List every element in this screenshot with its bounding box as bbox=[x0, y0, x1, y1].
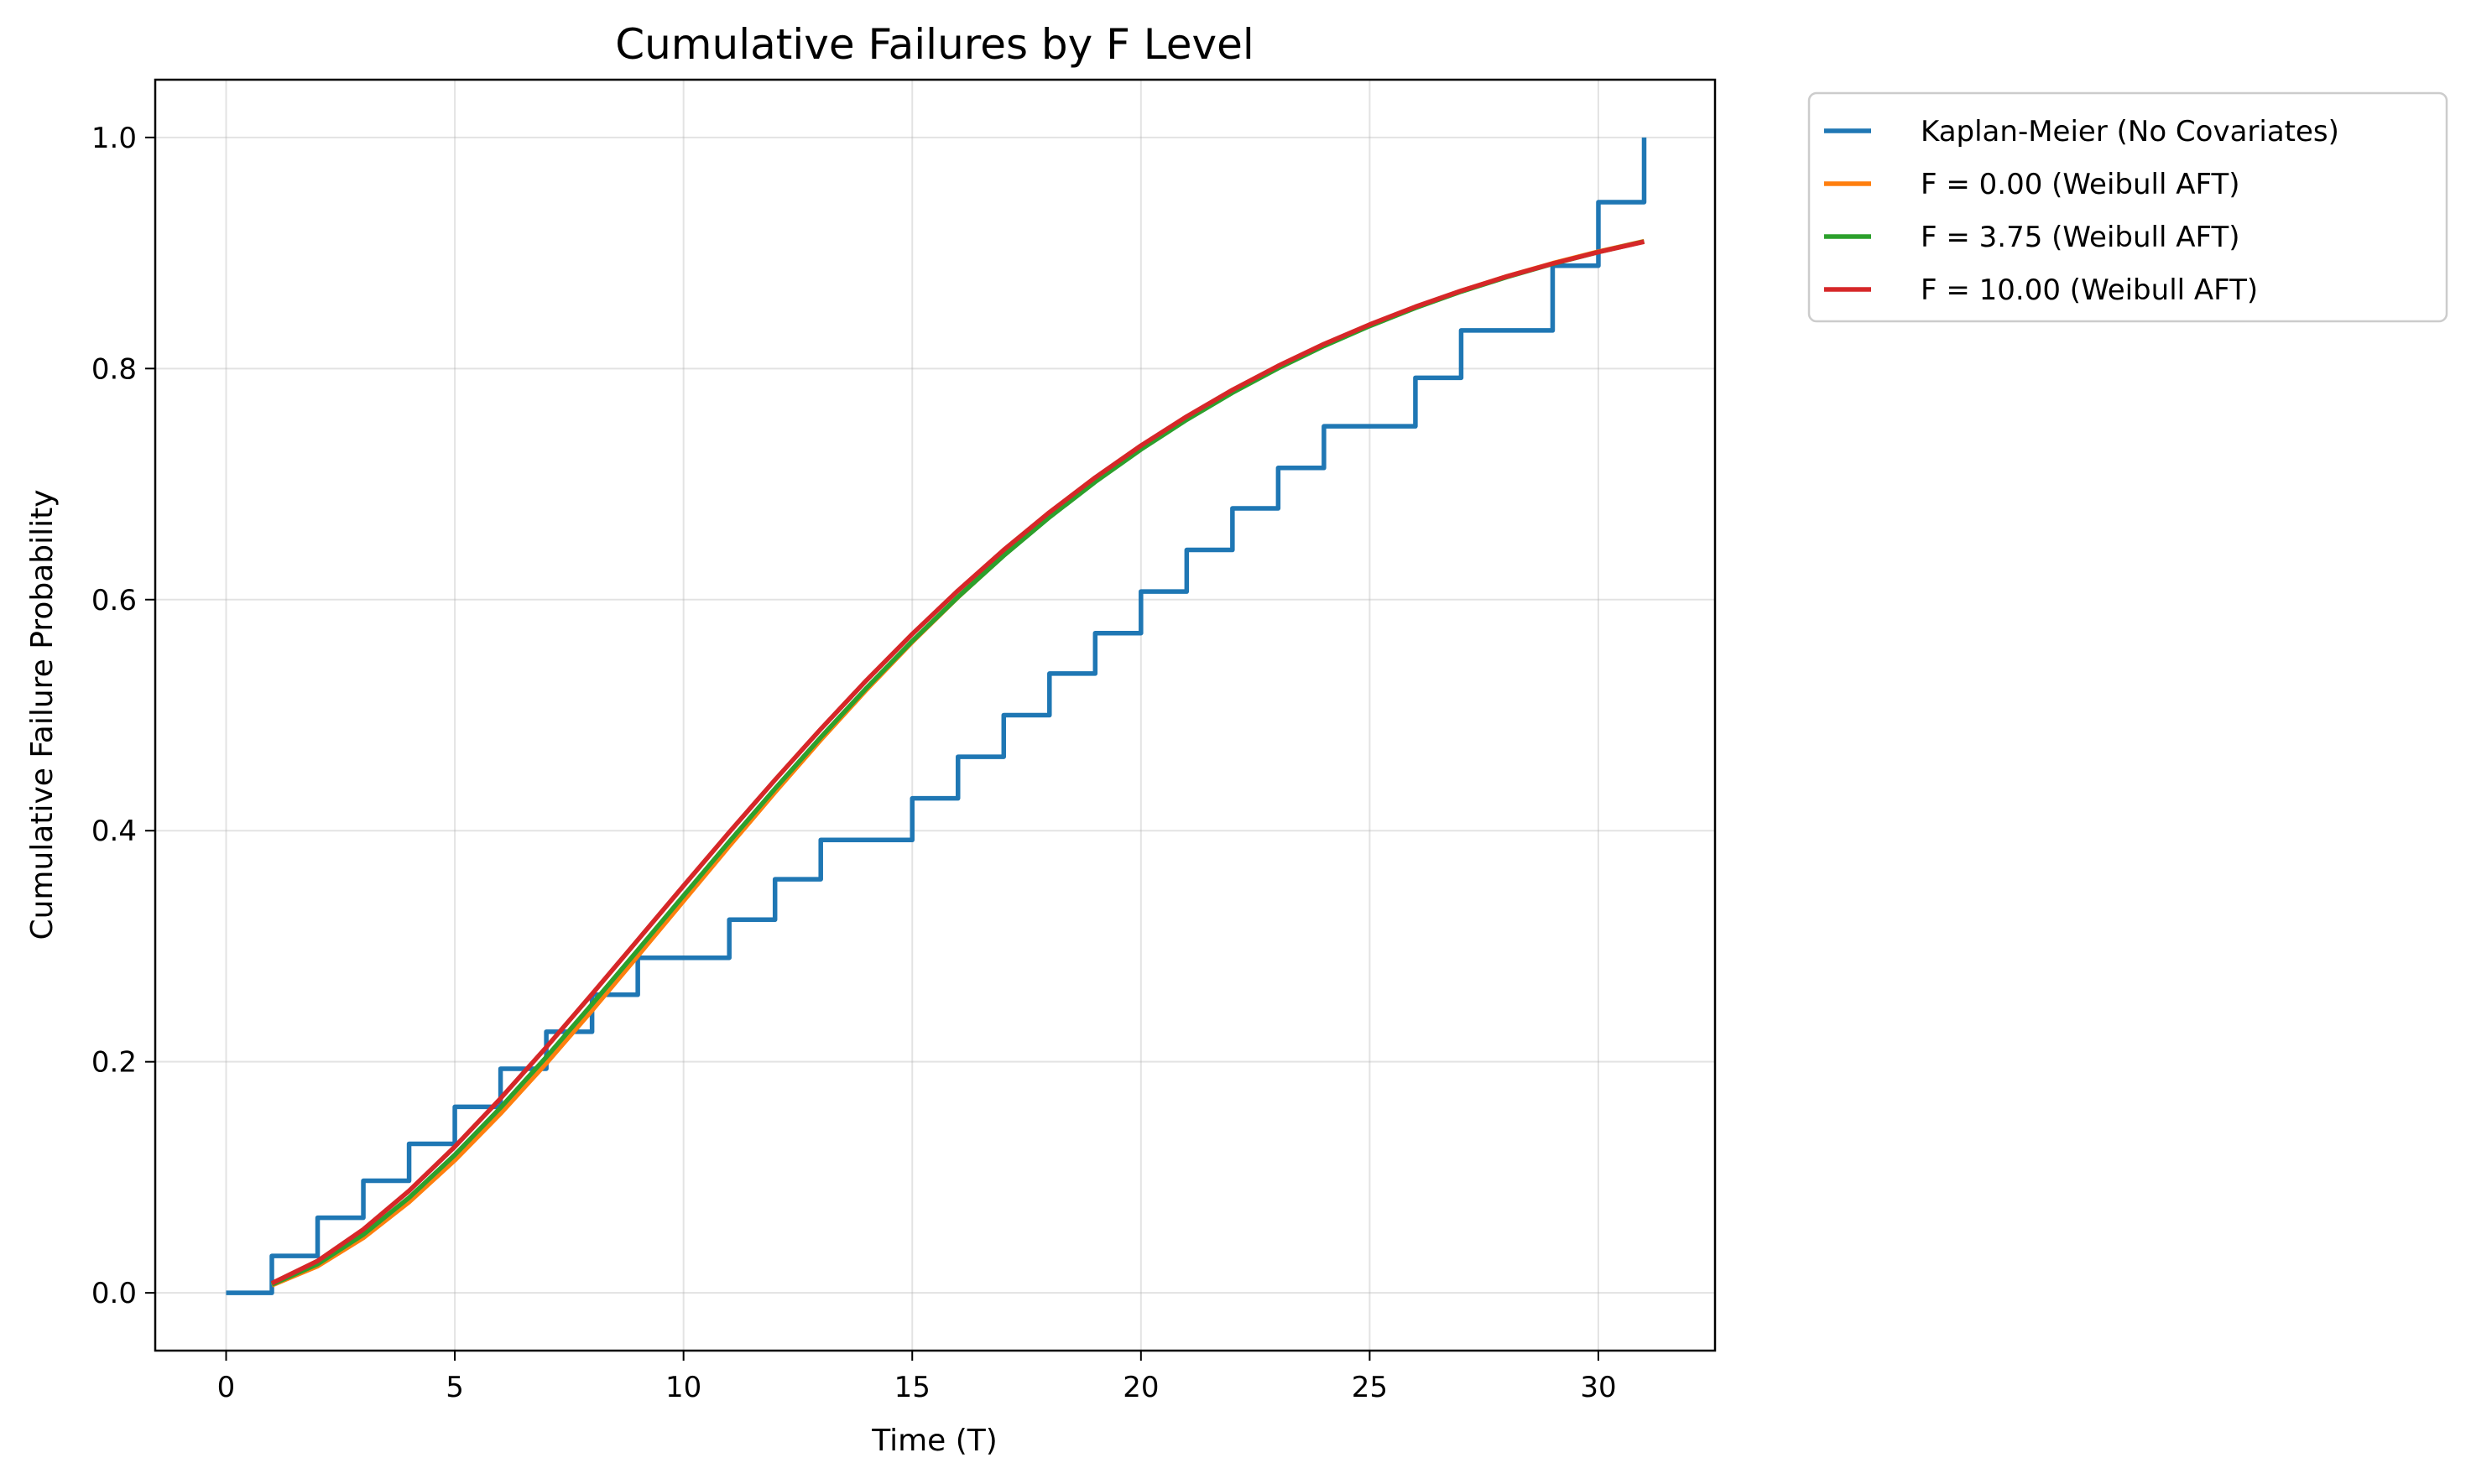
y-tick-label: 0.8 bbox=[91, 352, 137, 386]
legend-frame bbox=[1807, 91, 2448, 323]
x-tick-label: 15 bbox=[894, 1371, 931, 1404]
y-tick-label: 0.0 bbox=[91, 1277, 137, 1310]
chart-title: Cumulative Failures by F Level bbox=[615, 20, 1254, 69]
y-tick-label: 0.4 bbox=[91, 815, 137, 848]
y-axis-label: Cumulative Failure Probability bbox=[25, 489, 60, 940]
legend-items: Kaplan-Meier (No Covariates) F = 0.00 (We… bbox=[1824, 115, 2339, 307]
y-tick-label: 0.2 bbox=[91, 1046, 137, 1080]
legend: Kaplan-Meier (No Covariates) F = 0.00 (We… bbox=[1807, 91, 2448, 323]
x-axis-label: Time (T) bbox=[871, 1424, 998, 1458]
legend-label: F = 0.00 (Weibull AFT) bbox=[1921, 168, 2240, 201]
axis-ticks: 0 5 10 15 20 25 30 0.0 0.2 0.4 0.6 0.8 1.0 bbox=[91, 122, 1617, 1404]
x-tick-label: 20 bbox=[1123, 1371, 1159, 1404]
x-tick-label: 10 bbox=[665, 1371, 701, 1404]
legend-label: F = 10.00 (Weibull AFT) bbox=[1921, 273, 2258, 307]
x-tick-label: 30 bbox=[1580, 1371, 1616, 1404]
x-tick-label: 0 bbox=[217, 1371, 236, 1404]
x-tick-label: 5 bbox=[446, 1371, 464, 1404]
series-line-3 bbox=[270, 239, 1645, 1286]
grid bbox=[155, 80, 1715, 1351]
plot-frame bbox=[154, 78, 1717, 1352]
series-group bbox=[226, 137, 1647, 1295]
legend-label: Kaplan-Meier (No Covariates) bbox=[1921, 115, 2339, 148]
legend-label: F = 3.75 (Weibull AFT) bbox=[1921, 221, 2240, 254]
y-tick-label: 1.0 bbox=[91, 122, 137, 155]
x-tick-label: 25 bbox=[1352, 1371, 1388, 1404]
y-tick-label: 0.6 bbox=[91, 584, 137, 617]
